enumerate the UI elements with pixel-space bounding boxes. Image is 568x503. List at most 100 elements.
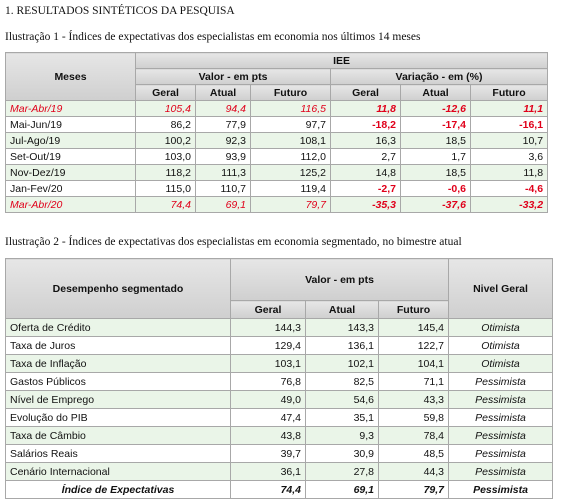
table-row: Salários Reais 39,7 30,9 48,5 Pessimista [5,444,553,463]
table: Desempenho segmentado Valor - em pts Niv… [5,258,553,499]
cell: 102,1 [305,354,379,373]
cell: Otimista [448,318,553,337]
cell: 27,8 [305,462,379,481]
cell: 69,1 [305,480,379,499]
cell: 110,7 [195,180,251,197]
row-label: Salários Reais [5,444,231,463]
header-cell: Nivel Geral [448,258,553,319]
cell: 1,7 [400,148,471,165]
cell: Pessimista [448,480,553,499]
cell: 143,3 [305,318,379,337]
row-label: Set-Out/19 [5,148,136,165]
cell: 11,1 [469,100,549,117]
table-row: Nov-Dez/19 118,2 111,3 125,2 14,8 18,5 11,8 [5,164,549,181]
cell: 10,7 [469,132,549,149]
cell: -2,7 [330,180,401,197]
row-label: Taxa de Inflação [5,354,231,373]
table-row: Mai-Jun/19 86,2 77,9 97,7 -18,2 -17,4 -16,1 [5,116,549,133]
heading: 1. RESULTADOS SINTÉTICOS DA PESQUISA [5,5,235,17]
cell: 145,4 [378,318,449,337]
cell: 125,2 [250,164,331,181]
table-row: Oferta de Crédito 144,3 143,3 145,4 Otimista [5,318,553,337]
row-label: Mai-Jun/19 [5,116,136,133]
cell: 79,7 [250,196,331,213]
cell: 3,6 [469,148,549,165]
table-row: Mar-Abr/20 74,4 69,1 79,7 -35,3 -37,6 -33,2 [5,196,549,213]
header-cell: Atual [195,84,251,101]
cell: 92,3 [195,132,251,149]
header-cell: Futuro [250,84,331,101]
cell: Otimista [448,336,553,355]
header-cell: Futuro [378,300,449,319]
table-row: Jan-Fev/20 115,0 110,7 119,4 -2,7 -0,6 -4,6 [5,180,549,197]
row-label: Evolução do PIB [5,408,231,427]
table-row: Jul-Ago/19 100,2 92,3 108,1 16,3 18,5 10,7 [5,132,549,149]
cell: 59,8 [378,408,449,427]
header-cell: Valor - em pts [135,68,331,85]
cell: -16,1 [469,116,549,133]
cell: 79,7 [378,480,449,499]
caption: Ilustração 1 - Índices de expectativas d… [5,31,421,43]
cell: -35,3 [330,196,401,213]
cell: 112,0 [250,148,331,165]
cell: 100,2 [135,132,196,149]
header-cell: Valor - em pts [230,258,449,301]
row-label: Mar-Abr/19 [5,100,136,117]
row-label: Nível de Emprego [5,390,231,409]
cell: 104,1 [378,354,449,373]
table-row: Set-Out/19 103,0 93,9 112,0 2,7 1,7 3,6 [5,148,549,165]
header-cell: Futuro [469,84,549,101]
header-cell: Desempenho segmentado [5,258,231,319]
table-row: Taxa de Inflação 103,1 102,1 104,1 Otimista [5,354,553,373]
cell: 76,8 [230,372,306,391]
cell: Pessimista [448,372,553,391]
header-cell: Atual [305,300,379,319]
cell: -18,2 [330,116,401,133]
row-label: Gastos Públicos [5,372,231,391]
header-cell: Atual [400,84,471,101]
cell: 108,1 [250,132,331,149]
cell: -4,6 [469,180,549,197]
header-cell: Geral [135,84,196,101]
header-cell: Geral [230,300,306,319]
cell: 97,7 [250,116,331,133]
cell: 2,7 [330,148,401,165]
cell: 44,3 [378,462,449,481]
cell: 94,4 [195,100,251,117]
table-row: Nível de Emprego 49,0 54,6 43,3 Pessimista [5,390,553,409]
header-cell: Variação - em (%) [329,68,549,85]
cell: 35,1 [305,408,379,427]
cell: 116,5 [250,100,331,117]
table-row: Mar-Abr/19 105,4 94,4 116,5 11,8 -12,6 11,1 [5,100,549,117]
cell: 103,0 [135,148,196,165]
cell: 105,4 [135,100,196,117]
cell: 9,3 [305,426,379,445]
cell: 43,3 [378,390,449,409]
header-cell: IEE [134,52,549,69]
row-label: Taxa de Câmbio [5,426,231,445]
row-label: Jan-Fev/20 [5,180,136,197]
table-row: Cenário Internacional 36,1 27,8 44,3 Pessimi… [5,462,553,481]
table: Meses IEE Valor - em pts Variação - em (… [5,52,549,213]
cell: -17,4 [400,116,471,133]
cell: 115,0 [135,180,196,197]
cell: 43,8 [230,426,306,445]
row-label: Nov-Dez/19 [5,164,136,181]
cell: 144,3 [230,318,306,337]
cell: 77,9 [195,116,251,133]
cell: Otimista [448,354,553,373]
row-label: Cenário Internacional [5,462,231,481]
cell: 118,2 [135,164,196,181]
cell: 82,5 [305,372,379,391]
cell: 16,3 [330,132,401,149]
row-label: Jul-Ago/19 [5,132,136,149]
cell: -33,2 [469,196,549,213]
cell: 122,7 [378,336,449,355]
table-row: Índice de Expectativas 74,4 69,1 79,7 Pessim… [5,480,553,499]
cell: 39,7 [230,444,306,463]
cell: 93,9 [195,148,251,165]
row-label: Taxa de Juros [5,336,231,355]
cell: 129,4 [230,336,306,355]
cell: 30,9 [305,444,379,463]
